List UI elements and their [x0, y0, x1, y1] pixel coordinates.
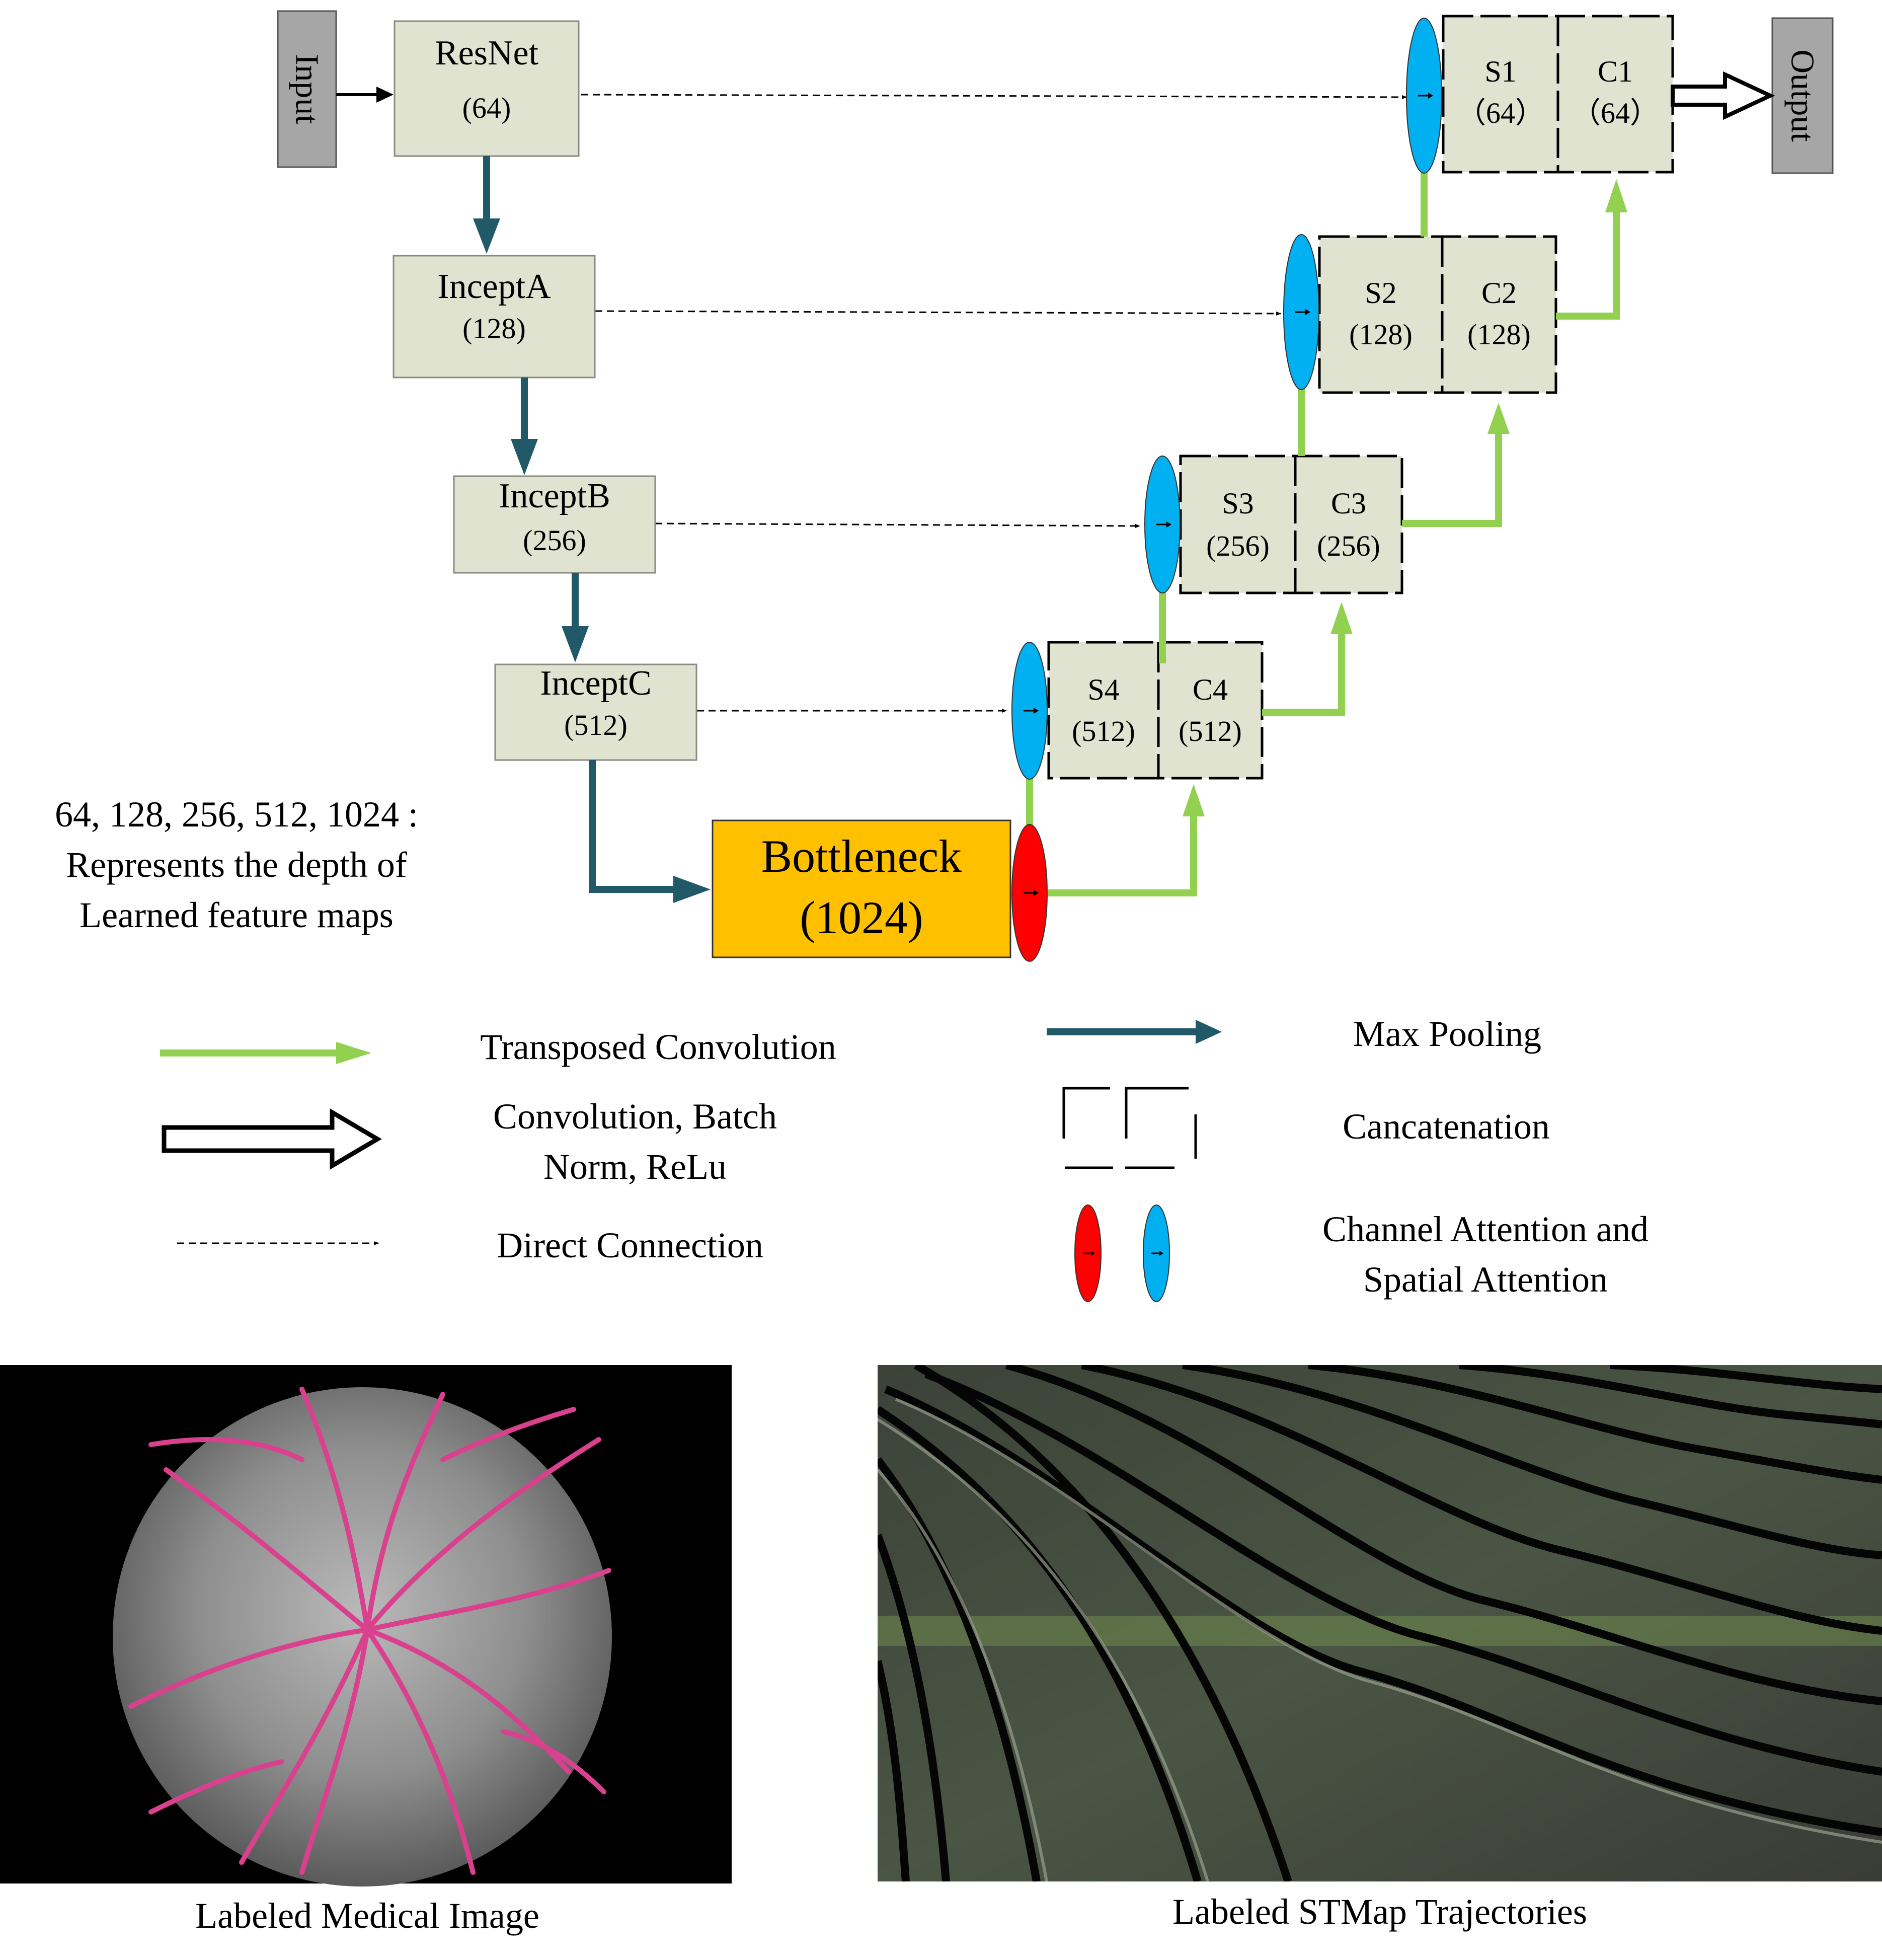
resnet-depth: (64): [462, 92, 511, 124]
inceptc-depth: (512): [564, 709, 628, 741]
max-pooling-arrows: [473, 156, 711, 903]
direct-connections: [581, 94, 1407, 713]
input-block: Input: [277, 10, 337, 168]
bottleneck-block: Bottleneck (1024): [712, 819, 1011, 958]
tconv-c4-to-c3: [1262, 633, 1345, 716]
max-pool-3: [562, 573, 589, 662]
level-2-concat: S2 (128) C2 (128): [1318, 235, 1557, 394]
legend-conv-bn-relu: Convolution, Batch Norm, ReLu: [162, 1096, 777, 1187]
legend-conv-bn-relu-line-1: Convolution, Batch: [493, 1096, 777, 1137]
decoder: S1 （64） C1 （64） S2 (128) C2 (128) S3 (25…: [1047, 15, 1674, 780]
s2-depth: (128): [1349, 318, 1413, 351]
input-label: Input: [289, 54, 326, 124]
inceptc-block: InceptC (512): [494, 663, 697, 761]
attention-blue-3: [1144, 456, 1181, 593]
s4-depth: (512): [1072, 715, 1135, 747]
c4-name: C4: [1193, 673, 1228, 706]
output-conv-arrow: [1671, 71, 1775, 120]
stmap-image: [878, 1365, 1882, 1881]
incepta-name: InceptA: [437, 267, 551, 306]
legend-conv-bn-relu-line-2: Norm, ReLu: [543, 1147, 727, 1187]
legend-max-pooling: Max Pooling: [1047, 1014, 1541, 1054]
inceptc-name: InceptC: [540, 664, 652, 703]
medical-image: [0, 1365, 732, 1887]
inceptb-name: InceptB: [499, 477, 610, 515]
stmap-caption: Labeled STMap Trajectories: [1172, 1892, 1587, 1932]
level-1-concat: S1 （64） C1 （64）: [1442, 15, 1674, 174]
c3-depth: (256): [1317, 530, 1380, 562]
max-pool-2: [511, 378, 538, 475]
note-line-2: Represents the depth of: [66, 845, 407, 885]
legend-attention: Channel Attention and Spatial Attention: [1074, 1204, 1649, 1302]
direct-connection-2: [595, 310, 1281, 316]
bottleneck-name: Bottleneck: [761, 831, 962, 882]
s3-name: S3: [1222, 487, 1253, 520]
output-block: Output: [1771, 17, 1834, 174]
tconv-c2-to-c1: [1556, 211, 1620, 320]
input-arrow: [336, 87, 394, 103]
depth-note: 64, 128, 256, 512, 1024 : Represents the…: [55, 794, 418, 935]
s3-depth: (256): [1206, 530, 1270, 562]
c1-name: C1: [1598, 55, 1633, 88]
note-line-1: 64, 128, 256, 512, 1024 :: [55, 794, 418, 835]
c2-name: C2: [1481, 276, 1517, 310]
inceptb-block: InceptB (256): [453, 475, 656, 574]
resnet-block: ResNet (64): [394, 20, 580, 157]
attention-modules: [1011, 18, 1442, 962]
attention-red: [1011, 824, 1048, 962]
direct-connection-3: [655, 522, 1140, 528]
s2-name: S2: [1365, 276, 1396, 310]
tconv-bottleneck-to-c4: [1048, 815, 1197, 896]
attention-blue-2: [1283, 234, 1319, 390]
attention-blue-4: [1011, 642, 1048, 780]
legend-transposed-conv-label: Transposed Convolution: [480, 1027, 836, 1067]
level-4-concat: S4 (512) C4 (512): [1047, 641, 1264, 780]
attention-blue-1: [1406, 18, 1442, 174]
legend-max-pooling-label: Max Pooling: [1353, 1014, 1541, 1054]
s4-name: S4: [1087, 673, 1119, 706]
max-pool-1: [473, 156, 500, 254]
resnet-name: ResNet: [435, 34, 539, 72]
incepta-depth: (128): [462, 312, 526, 345]
legend-attention-line-1: Channel Attention and: [1322, 1209, 1649, 1249]
c4-depth: (512): [1179, 715, 1242, 747]
legend-concatenation: Cancatenation: [1062, 1087, 1550, 1169]
max-pool-4: [589, 760, 711, 903]
medical-image-caption: Labeled Medical Image: [195, 1896, 539, 1936]
legend: Transposed Convolution Convolution, Batc…: [160, 1014, 1649, 1302]
bottleneck-depth: (1024): [800, 892, 923, 943]
level-3-concat: S3 (256) C3 (256): [1179, 455, 1403, 594]
s1-name: S1: [1484, 55, 1516, 88]
legend-attention-line-2: Spatial Attention: [1363, 1259, 1608, 1300]
c1-depth: （64）: [1572, 97, 1659, 129]
legend-concatenation-label: Cancatenation: [1343, 1106, 1550, 1147]
incepta-block: InceptA (128): [393, 255, 596, 379]
tconv-c3-to-c2: [1402, 433, 1502, 527]
transposed-conv-arrows: [1026, 131, 1620, 896]
direct-connection-1: [581, 94, 1407, 99]
inceptb-depth: (256): [523, 524, 586, 557]
legend-transposed-conv: Transposed Convolution: [160, 1027, 836, 1067]
legend-direct-connection: Direct Connection: [177, 1225, 763, 1265]
c3-name: C3: [1331, 487, 1366, 520]
note-line-3: Learned feature maps: [80, 895, 394, 935]
legend-direct-connection-label: Direct Connection: [497, 1225, 763, 1265]
encoder: ResNet (64) InceptA (128) InceptB (256) …: [393, 20, 1011, 958]
c2-depth: (128): [1467, 318, 1531, 351]
s1-depth: （64）: [1457, 97, 1544, 129]
output-label: Output: [1784, 49, 1821, 141]
vessel-overlay: [128, 1387, 611, 1875]
